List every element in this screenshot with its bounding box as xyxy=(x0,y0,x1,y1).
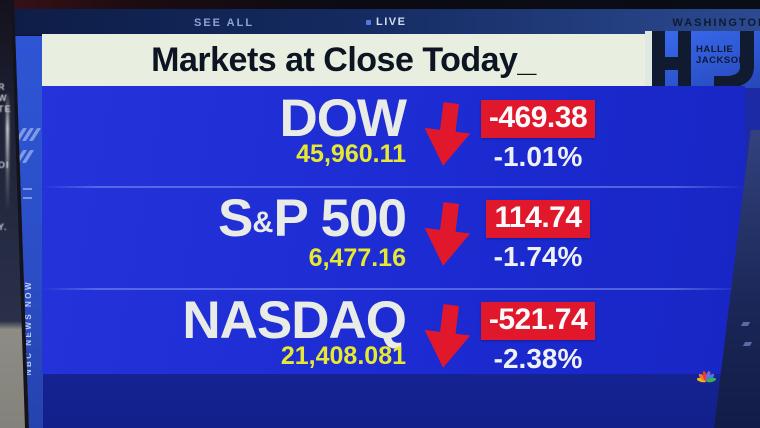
equals-mark-icon xyxy=(23,188,32,190)
market-row-dow: DOW 45,960.11 -469.38 -1.01% xyxy=(42,90,745,186)
headline-title: Markets at Close Today_ xyxy=(151,40,536,79)
index-name: NASDAQ xyxy=(182,291,407,350)
hj-monogram-icon xyxy=(678,31,691,88)
index-name: DOW xyxy=(279,89,407,148)
market-row-sp500: S&P 500 6,477.16 114.74 -1.74% xyxy=(42,190,745,286)
location-label: WASHINGTON xyxy=(672,17,760,29)
hj-monogram-icon xyxy=(652,31,665,88)
background-text-fragment: TE xyxy=(0,104,12,114)
player-top-bar: SEE ALL LIVE WASHINGTON xyxy=(14,8,760,36)
change-badge: -469.38 xyxy=(480,100,596,138)
index-close-value: 45,960.11 xyxy=(296,140,406,168)
hallie-jackson-show-logo: HALLIE JACKSON xyxy=(645,31,760,88)
change-badge: -521.74 xyxy=(480,302,596,340)
down-arrow-icon xyxy=(424,102,471,166)
logo-pale-edge xyxy=(645,31,652,88)
see-all-button[interactable]: SEE ALL xyxy=(194,17,255,29)
down-arrow-icon xyxy=(424,202,471,266)
live-label: LIVE xyxy=(376,16,407,28)
change-badge: 114.74 xyxy=(486,200,590,238)
index-name: S&P 500 xyxy=(218,189,407,248)
market-row-nasdaq: NASDAQ 21,408.081 -521.74 -2.38% xyxy=(42,292,745,388)
background-text-fragment: Y. xyxy=(0,222,8,232)
background-text-fragment: W xyxy=(0,93,8,103)
bezel-reflection xyxy=(6,92,9,212)
live-indicator[interactable]: LIVE xyxy=(366,16,406,28)
live-dot-icon xyxy=(366,19,371,25)
index-close-value: 6,477.16 xyxy=(308,243,406,272)
index-close-value: 21,408.081 xyxy=(280,342,406,370)
headline-bar: Markets at Close Today_ xyxy=(42,34,645,86)
row-divider xyxy=(42,186,745,188)
background-text-fragment: OI xyxy=(0,160,10,170)
hj-monogram-icon xyxy=(665,57,678,70)
row-divider xyxy=(42,288,745,290)
down-arrow-icon xyxy=(424,304,471,368)
nbc-peacock-icon xyxy=(697,371,716,383)
hj-monogram-j-icon xyxy=(714,31,754,88)
show-host-name: HALLIE JACKSON xyxy=(696,44,746,66)
equals-mark-icon xyxy=(23,197,32,199)
markets-panel: DOW 45,960.11 -469.38 -1.01% S&P 500 6,4… xyxy=(42,86,745,374)
percent-change: -2.38% xyxy=(493,343,583,374)
percent-change: -1.74% xyxy=(493,241,583,272)
percent-change: -1.01% xyxy=(493,141,583,172)
background-text-fragment: R xyxy=(0,82,6,92)
slash-marks-icon xyxy=(14,150,35,163)
photo-top-edge xyxy=(0,0,760,9)
slash-marks-icon xyxy=(14,128,42,141)
